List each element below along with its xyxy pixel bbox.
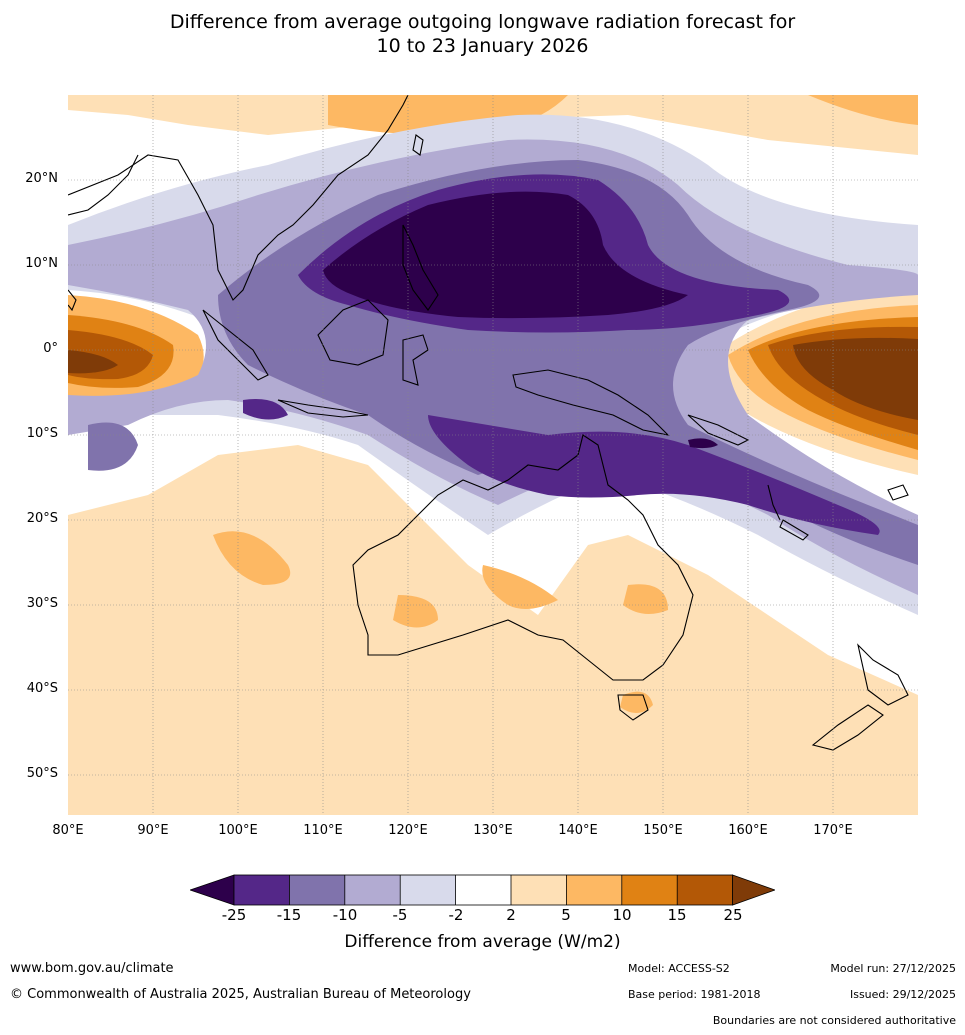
colorbar-bin-10-15 [621, 875, 678, 905]
sumatra-coastline [202, 309, 269, 381]
colorbar-bin-neg2-2 [455, 875, 511, 905]
colorbar-tick-2: 2 [506, 906, 516, 924]
vanuatu-coastline [767, 484, 781, 521]
chart-title: Difference from average outgoing longwav… [0, 10, 965, 58]
copyright-text: © Commonwealth of Australia 2025, Austra… [10, 987, 471, 1002]
website-link[interactable]: www.bom.gov.au/climate [10, 961, 174, 976]
colorbar-tick-neg15: -15 [276, 906, 302, 924]
colorbar-bin-neg5-neg2 [400, 875, 456, 905]
colorbar [190, 874, 775, 906]
new-zealand-north-coastline [857, 643, 909, 706]
graticule [68, 95, 918, 815]
base-period-text: Base period: 1981-2018 [628, 988, 761, 1001]
lat-label-0: 0° [43, 341, 58, 356]
colorbar-tick-neg25: -25 [221, 906, 247, 924]
tasmania-positive-blob [620, 691, 653, 714]
asia-mainland-coastline [68, 95, 409, 301]
fiji-coastline [887, 484, 909, 501]
sri-lanka-coastline [68, 289, 77, 312]
colorbar-bin-2-5 [511, 875, 567, 905]
new-caledonia-coastline [779, 519, 809, 541]
lon-label-150e: 150°E [643, 823, 683, 838]
coastlines [68, 95, 909, 751]
lon-label-80e: 80°E [52, 823, 84, 838]
philippines-coastline [402, 224, 439, 311]
lon-label-130e: 130°E [473, 823, 513, 838]
lat-label-20s: 20°S [26, 511, 58, 526]
australia-positive-blob [213, 531, 291, 585]
lon-label-90e: 90°E [137, 823, 169, 838]
lat-label-40s: 40°S [26, 681, 58, 696]
colorbar-bin-15-25 [677, 875, 733, 905]
java-negative-patch [243, 399, 288, 420]
negative-core-south [428, 415, 880, 535]
disclaimer-text: Boundaries are not considered authoritat… [712, 1014, 956, 1027]
australia-positive-blob-4 [623, 584, 668, 614]
colorbar-tick-neg5: -5 [392, 906, 408, 924]
colorbar-tick-5: 5 [561, 906, 571, 924]
lon-label-120e: 120°E [388, 823, 428, 838]
new-guinea-coastline [512, 369, 670, 436]
indian-ocean-positive-max [68, 350, 118, 374]
negative-anomaly-fields [68, 114, 918, 615]
lat-label-10n: 10°N [25, 256, 58, 271]
sulawesi-coastline [402, 334, 429, 386]
australia-positive-blob-2 [393, 595, 438, 628]
title-line-2: 10 to 23 January 2026 [376, 35, 589, 57]
solomon-islands-coastline [687, 414, 750, 446]
india-coastline [68, 154, 139, 216]
pacific-positive-max [793, 337, 918, 420]
taiwan-coastline [412, 134, 424, 156]
model-text: Model: ACCESS-S2 [628, 962, 730, 975]
colorbar-extend-low [190, 874, 235, 906]
java-coastline [277, 399, 369, 418]
lon-label-110e: 110°E [303, 823, 343, 838]
colorbar-tick-25: 25 [723, 906, 743, 924]
olr-anomaly-map [68, 95, 918, 815]
colorbar-bin-neg15-neg10 [289, 875, 345, 905]
colorbar-tick-10: 10 [612, 906, 632, 924]
tasmania-coastline [617, 694, 649, 721]
colorbar-extend-high [732, 874, 775, 906]
indian-ocean-negative-patch [88, 422, 138, 471]
title-line-1: Difference from average outgoing longwav… [169, 11, 796, 33]
lon-label-170e: 170°E [813, 823, 853, 838]
lat-label-10s: 10°S [26, 426, 58, 441]
australia-positive-blob-3 [482, 565, 558, 609]
lon-label-100e: 100°E [218, 823, 258, 838]
north-positive-zone [68, 95, 918, 155]
negative-peak-south [688, 438, 718, 449]
colorbar-tick-neg10: -10 [332, 906, 358, 924]
model-run-text: Model run: 27/12/2025 [830, 962, 956, 975]
map-canvas [68, 95, 918, 815]
colorbar-bin-neg25-neg15 [234, 875, 290, 905]
lat-label-50s: 50°S [26, 766, 58, 781]
lon-label-160e: 160°E [728, 823, 768, 838]
north-east-positive-inner [808, 95, 918, 125]
colorbar-tick-15: 15 [667, 906, 687, 924]
colorbar-title: Difference from average (W/m2) [344, 932, 621, 952]
lat-label-20n: 20°N [25, 171, 58, 186]
issued-text: Issued: 29/12/2025 [849, 988, 956, 1001]
australia-coastline [352, 434, 694, 681]
borneo-coastline [317, 299, 389, 366]
colorbar-bin-neg10-neg5 [344, 875, 401, 905]
lat-label-30s: 30°S [26, 596, 58, 611]
colorbar-tick-neg2: -2 [448, 906, 464, 924]
lon-label-140e: 140°E [558, 823, 598, 838]
negative-peak-north [323, 191, 688, 319]
colorbar-bin-5-10 [566, 875, 622, 905]
